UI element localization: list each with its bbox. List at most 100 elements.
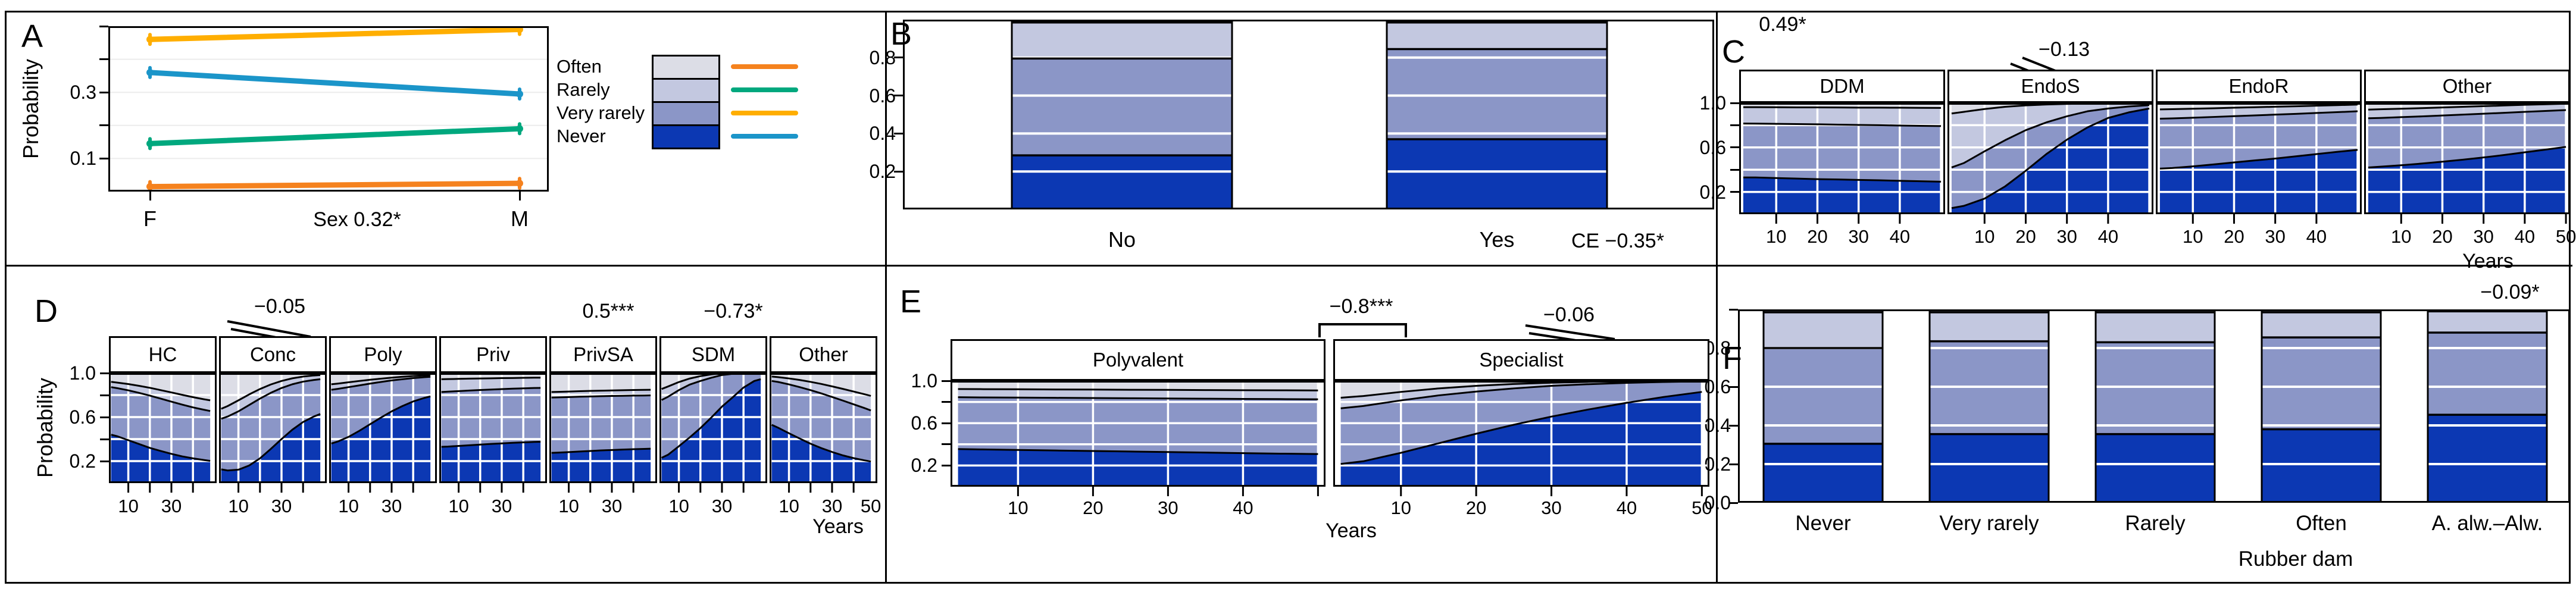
bar-segment-never bbox=[2428, 415, 2547, 503]
x-tick-label: 10 bbox=[1008, 497, 1028, 518]
x-tick-label: 40 bbox=[2097, 226, 2119, 247]
axis-tick bbox=[942, 401, 951, 403]
boundary-rarely-top bbox=[551, 389, 651, 393]
area-band-rarely bbox=[771, 376, 871, 411]
y-tick-label: 0.4 bbox=[869, 123, 896, 145]
y-tick-label: 0.6 bbox=[869, 84, 896, 107]
y-tick-label: 0.2 bbox=[869, 161, 896, 183]
x-tick-label: 20 bbox=[1465, 497, 1487, 518]
area-band-very-rarely bbox=[1951, 105, 2150, 208]
bar-segment-rarely bbox=[1764, 312, 1883, 348]
panel-f-x-axis-title: Rubber dam bbox=[2238, 547, 2353, 571]
bar-segment-never bbox=[2262, 429, 2381, 503]
bar-segment-rarely bbox=[2096, 312, 2215, 343]
facet-border bbox=[2364, 103, 2570, 214]
legend-swatch-fill bbox=[652, 78, 720, 103]
axis-tick bbox=[894, 57, 903, 59]
area-band-often bbox=[551, 373, 651, 392]
series-line-very-rarely bbox=[147, 27, 523, 42]
facet-plot-hc bbox=[109, 373, 217, 493]
axis-tick bbox=[99, 124, 108, 127]
slash-mark bbox=[1525, 324, 1615, 340]
axis-tick bbox=[1730, 146, 1739, 149]
facet-header-hc: HC bbox=[109, 336, 217, 373]
area-band-never bbox=[1743, 177, 1942, 214]
x-tick-label: 10 bbox=[668, 496, 689, 516]
facet-plot-conc bbox=[219, 373, 327, 493]
series-endpoint bbox=[516, 90, 523, 98]
bar-segment-never bbox=[1764, 443, 1883, 503]
axis-tick bbox=[149, 192, 151, 201]
facet-plot-specialist bbox=[1333, 381, 1709, 496]
axis-tick bbox=[1730, 124, 1739, 126]
x-tick-label: 20 bbox=[1807, 226, 1828, 247]
legend-label-very-rarely: Very rarely bbox=[557, 102, 645, 123]
boundary-very-rarely-top bbox=[1340, 381, 1702, 409]
x-tick-label: 10 bbox=[558, 496, 579, 516]
panel-c-effect-annotation-1: 0.49* bbox=[1759, 13, 1806, 36]
axis-tick bbox=[1730, 168, 1739, 171]
panel-divider-vertical-2 bbox=[1716, 11, 1718, 584]
boundary-rarely-top bbox=[331, 374, 431, 386]
x-category-label: Never bbox=[1795, 512, 1851, 535]
facet-border bbox=[219, 373, 327, 483]
bar-segment-rarely bbox=[2428, 311, 2547, 333]
x-tick-label: 40 bbox=[1233, 497, 1253, 518]
facet-border bbox=[549, 373, 657, 483]
panel-d-effect-annotation-1: −0.05 bbox=[254, 295, 306, 318]
boundary-never-top bbox=[958, 448, 1318, 455]
axis-tick bbox=[942, 464, 951, 466]
x-category-label: Rarely bbox=[2125, 512, 2186, 535]
panel-divider-vertical-1 bbox=[885, 11, 887, 584]
boundary-rarely-top bbox=[1743, 106, 1942, 109]
bar-segment-rarely bbox=[1012, 22, 1232, 59]
facet-plot-polyvalent bbox=[951, 381, 1325, 496]
boundary-very-rarely-top bbox=[441, 387, 541, 393]
series-line-never bbox=[147, 70, 523, 97]
y-tick-label: 0.1 bbox=[70, 148, 96, 170]
area-band-never bbox=[1340, 391, 1702, 487]
axis-tick bbox=[100, 460, 109, 462]
x-tick-label: 10 bbox=[1766, 226, 1787, 247]
bar-segment-very-rarely bbox=[1387, 49, 1607, 139]
legend-swatch-fill bbox=[652, 101, 720, 126]
panel-c-x-axis-title: Years bbox=[2462, 250, 2514, 272]
x-tick-label: 20 bbox=[2432, 226, 2453, 247]
axis-tick bbox=[99, 25, 108, 27]
boundary-rarely-top bbox=[441, 377, 541, 380]
x-tick-label: 20 bbox=[2015, 226, 2036, 247]
x-tick-label: 30 bbox=[381, 496, 402, 516]
area-band-never bbox=[958, 449, 1318, 487]
x-tick-label: 10 bbox=[1974, 226, 1995, 247]
axis-tick bbox=[1730, 102, 1739, 104]
boundary-rarely-top bbox=[958, 388, 1318, 391]
panel-c-effect-annotation-2: −0.13 bbox=[2038, 38, 2090, 61]
bar-segment-rarely bbox=[2262, 312, 2381, 338]
bar-segment-very-rarely bbox=[2262, 337, 2381, 430]
bar-segment-never bbox=[1387, 139, 1607, 209]
x-tick-label: 30 bbox=[2056, 226, 2077, 247]
facet-plot-endos bbox=[1947, 103, 2153, 224]
boundary-very-rarely-top bbox=[771, 380, 871, 412]
boundary-very-rarely-top bbox=[111, 386, 211, 412]
facet-border bbox=[1947, 103, 2153, 214]
x-category-label: Yes bbox=[1479, 227, 1515, 252]
panel-b-effect-annotation: CE −0.35* bbox=[1571, 230, 1664, 252]
series-endpoint bbox=[146, 140, 154, 148]
series-endpoint bbox=[146, 68, 154, 76]
boundary-very-rarely-top bbox=[958, 396, 1318, 400]
panel-e-letter: E bbox=[900, 284, 922, 320]
x-category-label: M bbox=[511, 206, 529, 231]
x-tick-label: 20 bbox=[2224, 226, 2244, 247]
panel-e-effect-annotation-1: −0.8*** bbox=[1329, 295, 1393, 318]
axis-tick bbox=[100, 438, 109, 440]
x-tick-label: 30 bbox=[1541, 497, 1562, 518]
facet-header-conc: Conc bbox=[219, 336, 327, 373]
legend-swatch-line bbox=[731, 64, 798, 69]
bar-segment-never bbox=[2096, 434, 2215, 503]
series-endpoint bbox=[146, 183, 154, 190]
x-tick-label: 50 bbox=[860, 496, 881, 516]
x-tick-label: 10 bbox=[2391, 226, 2412, 247]
boundary-never-top bbox=[551, 447, 651, 454]
facet-header-other: Other bbox=[2364, 70, 2570, 103]
